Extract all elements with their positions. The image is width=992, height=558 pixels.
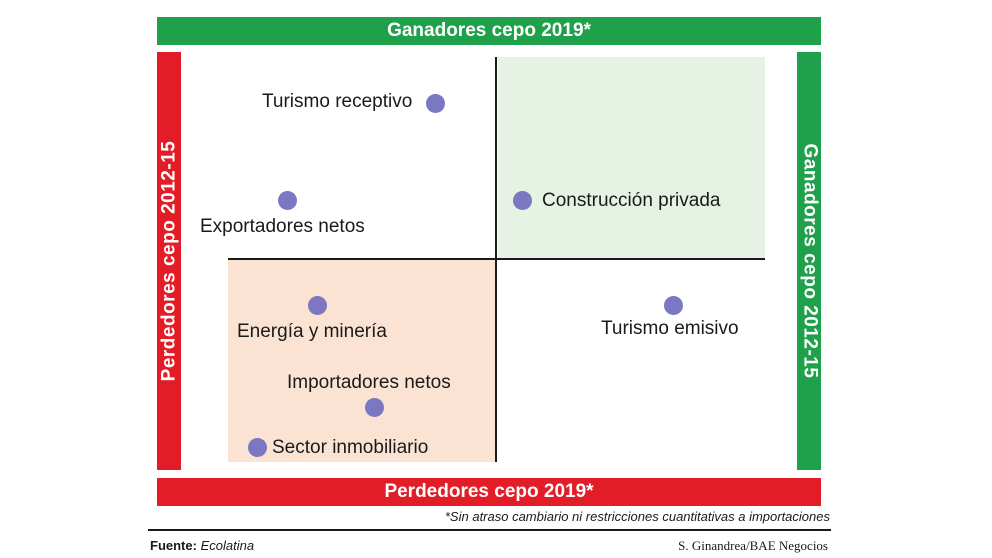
sector-label-turismo-emisivo: Turismo emisivo [601,318,739,339]
sector-label-sector-inmobiliario: Sector inmobiliario [272,437,429,458]
source-line: Fuente: Ecolatina [150,538,254,553]
footnote: *Sin atraso cambiario ni restricciones c… [444,509,830,524]
quadrant-winners-both [498,57,765,259]
quadrant-losers-both [228,260,496,462]
sector-label-exportadores-netos: Exportadores netos [200,216,365,237]
sector-dot-sector-inmobiliario [248,438,267,457]
horizontal-axis-left [228,258,496,260]
top-band-winners-2019: Ganadores cepo 2019* [157,17,821,45]
sector-dot-energia-mineria [308,296,327,315]
sector-label-construccion-privada: Construcción privada [542,190,721,211]
footer-rule [148,529,831,531]
bottom-band-label: Perdedores cepo 2019* [384,481,594,502]
source-value: Ecolatina [200,538,255,553]
vertical-axis [495,57,497,462]
left-band-losers-2012-15: Perdedores cepo 2012-15 [157,52,181,470]
horizontal-axis-right [497,258,765,260]
sector-dot-turismo-emisivo [664,296,683,315]
credit: S. Ginandrea/BAE Negocios [678,538,828,553]
sector-dot-exportadores-netos [278,191,297,210]
bottom-band-losers-2019: Perdedores cepo 2019* [157,478,821,506]
sector-label-energia-mineria: Energía y minería [237,321,387,342]
right-band-winners-2012-15: Ganadores cepo 2012-15 [797,52,821,470]
top-band-label: Ganadores cepo 2019* [387,20,591,41]
source-label: Fuente: [150,538,197,553]
right-band-label: Ganadores cepo 2012-15 [799,143,821,379]
sector-dot-construccion-privada [513,191,532,210]
left-band-label: Perdedores cepo 2012-15 [158,140,179,382]
sector-dot-turismo-receptivo [426,94,445,113]
sector-label-importadores-netos: Importadores netos [287,372,451,393]
sector-dot-importadores-netos [365,398,384,417]
sector-label-turismo-receptivo: Turismo receptivo [262,91,413,112]
